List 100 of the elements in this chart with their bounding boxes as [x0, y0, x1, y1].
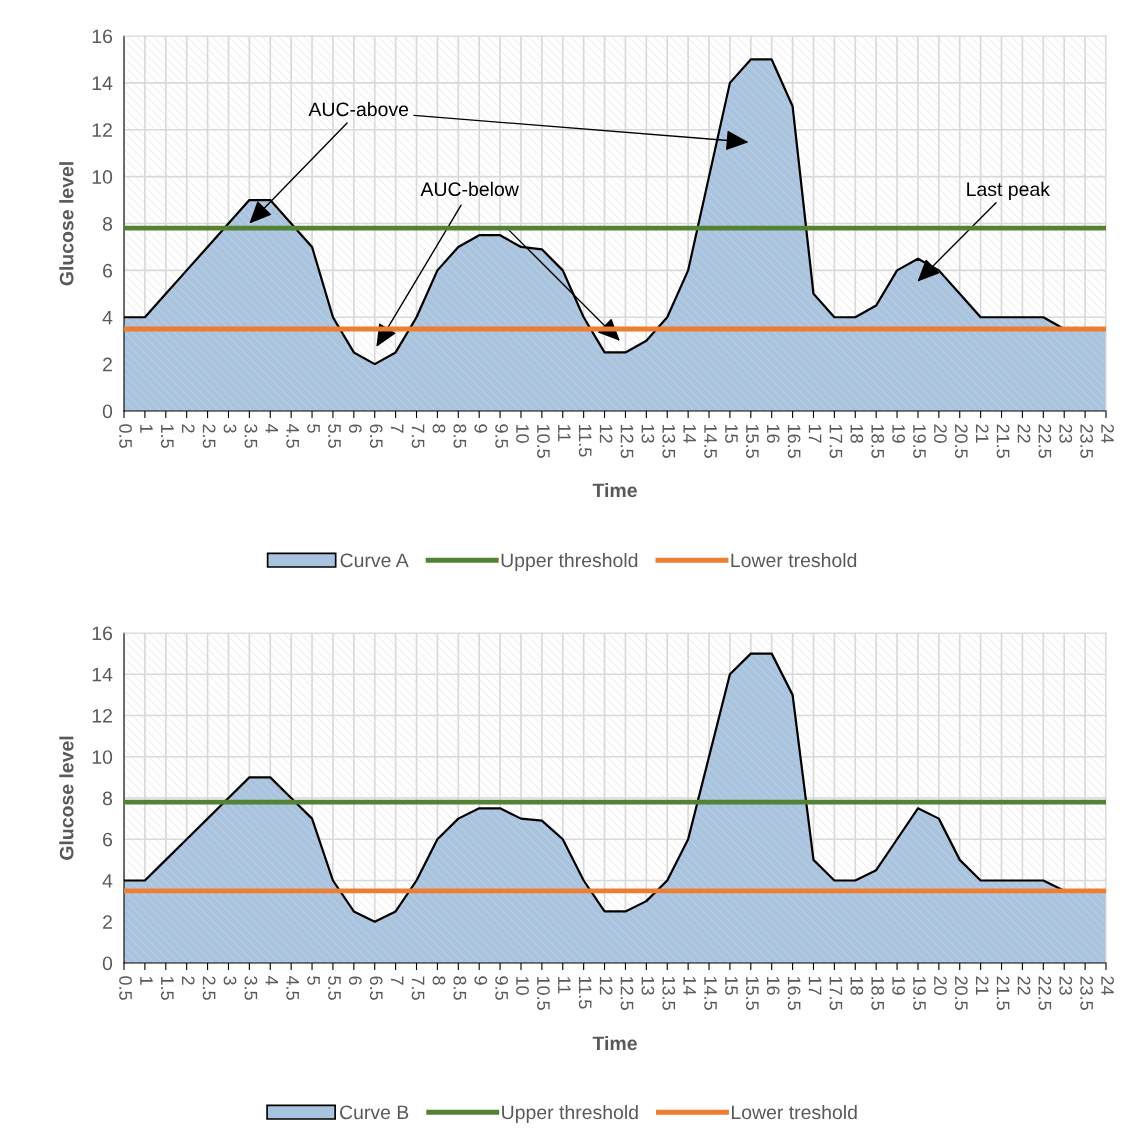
- x-tick-label: 18.5: [871, 976, 885, 1010]
- x-tick-label: 2: [182, 976, 195, 985]
- x-tick-label: 22.5: [1038, 976, 1052, 1010]
- x-tick-label: 9.5: [495, 424, 509, 448]
- x-tick-label: 6: [348, 424, 362, 433]
- x-tick-label: 14.5: [704, 424, 717, 458]
- x-tick-label: 14.5: [704, 976, 717, 1010]
- x-tick-label: 1.5: [160, 976, 174, 1000]
- y-tick-label: 2: [103, 915, 112, 929]
- x-tick-label: 22: [1017, 976, 1031, 995]
- x-tick-label: 21.5: [996, 976, 1010, 1010]
- x-tick-label: 17.5: [829, 976, 843, 1010]
- x-tick-label: 7.5: [411, 976, 425, 1000]
- x-tick-label: 12: [599, 424, 613, 443]
- x-tick-label: 8.5: [453, 424, 467, 448]
- x-tick-label: 23: [1059, 424, 1073, 443]
- x-tick-label: 10.5: [537, 976, 550, 1010]
- x-tick-label: 21: [975, 424, 989, 443]
- y-tick-label: 16: [92, 29, 113, 44]
- y-tick-label: 12: [92, 708, 112, 723]
- x-tick-label: 17.5: [829, 424, 843, 458]
- y-tick-label: 2: [103, 357, 112, 372]
- y-tick-label: 8: [102, 216, 113, 231]
- x-tick-label: 9: [474, 976, 488, 985]
- y-tick-label: 8: [102, 791, 113, 806]
- x-tick-label: 11: [558, 424, 571, 442]
- x-tick-label: 11.5: [578, 976, 592, 1009]
- annotation: AUC-above: [308, 101, 409, 117]
- x-tick-label: 16.5: [787, 424, 801, 458]
- x-tick-label: 23.5: [1080, 976, 1094, 1010]
- x-tick-label: 11.5: [578, 424, 592, 457]
- x-tick-label: 5: [307, 424, 320, 433]
- x-tick-label: 18: [850, 424, 864, 443]
- x-tick-label: 21.5: [996, 424, 1010, 458]
- x-tick-label: 2.5: [202, 976, 216, 1000]
- x-tick-label: 7.5: [411, 424, 425, 448]
- y-tick-label: 0: [102, 404, 113, 419]
- x-tick-label: 15.5: [745, 424, 759, 458]
- y-axis-title: Glucose level: [59, 736, 74, 860]
- x-tick-label: 15: [725, 976, 738, 995]
- legend-label: Curve A: [340, 553, 409, 568]
- x-tick-label: 6.5: [369, 424, 383, 448]
- x-tick-label: 8.5: [453, 976, 467, 1000]
- x-tick-label: 15: [725, 424, 738, 443]
- x-tick-label: 3: [223, 424, 237, 433]
- x-tick-label: 8: [432, 976, 446, 985]
- x-tick-label: 5: [307, 976, 320, 985]
- y-tick-label: 14: [92, 76, 113, 90]
- x-tick-label: 20: [934, 424, 947, 443]
- x-tick-label: 24: [1101, 976, 1114, 996]
- x-tick-label: 12.5: [620, 424, 634, 458]
- annotation: Last peak: [967, 181, 1050, 200]
- x-tick-label: 17: [808, 976, 822, 995]
- x-tick-label: 9: [474, 424, 488, 433]
- legend-label: Upper threshold: [501, 552, 638, 572]
- x-tick-label: 15.5: [745, 976, 759, 1010]
- x-tick-label: 1.5: [160, 424, 174, 448]
- x-tick-label: 3: [223, 976, 237, 985]
- x-tick-label: 23.5: [1080, 424, 1094, 458]
- x-tick-label: 19: [892, 976, 905, 995]
- x-tick-label: 13.5: [662, 976, 676, 1010]
- x-tick-label: 5.5: [328, 424, 341, 448]
- legend-label: Lower treshold: [731, 1104, 857, 1120]
- legend-label: Curve B: [340, 1105, 409, 1120]
- x-tick-label: 6.5: [369, 976, 383, 1000]
- x-tick-label: 9.5: [495, 976, 509, 1000]
- x-tick-label: 16: [766, 424, 780, 443]
- x-tick-label: 13: [641, 424, 655, 443]
- x-tick-label: 19: [892, 424, 905, 443]
- x-tick-label: 7: [390, 976, 404, 985]
- y-tick-label: 6: [103, 263, 113, 278]
- x-tick-label: 1: [140, 976, 153, 985]
- y-tick-label: 14: [92, 667, 113, 682]
- x-tick-label: 2.5: [202, 424, 216, 448]
- x-tick-label: 10: [516, 976, 529, 995]
- x-tick-label: 11: [558, 976, 571, 994]
- x-tick-label: 8: [432, 424, 446, 433]
- x-tick-label: 0.5: [119, 976, 132, 1000]
- y-tick-label: 10: [92, 750, 113, 764]
- x-tick-label: 2: [182, 424, 195, 433]
- x-tick-label: 17: [808, 424, 822, 443]
- x-tick-label: 24: [1101, 424, 1114, 444]
- y-tick-label: 6: [103, 832, 113, 847]
- x-tick-label: 23: [1059, 976, 1073, 995]
- y-tick-label: 16: [92, 626, 113, 641]
- x-tick-label: 0.5: [119, 424, 132, 448]
- x-tick-label: 19.5: [913, 424, 926, 458]
- x-tick-label: 4.5: [286, 423, 299, 448]
- y-tick-label: 4: [102, 874, 113, 888]
- x-tick-label: 3.5: [244, 424, 258, 448]
- x-tick-label: 6: [348, 976, 362, 985]
- x-tick-label: 10.5: [537, 424, 550, 458]
- x-tick-label: 18.5: [871, 424, 885, 458]
- x-tick-label: 10: [516, 424, 529, 443]
- x-tick-label: 16: [766, 976, 780, 995]
- x-tick-label: 5.5: [328, 976, 341, 1000]
- x-tick-label: 1: [140, 424, 153, 433]
- x-tick-label: 18: [850, 976, 864, 995]
- x-tick-label: 4: [265, 423, 279, 434]
- x-tick-label: 20.5: [954, 976, 968, 1010]
